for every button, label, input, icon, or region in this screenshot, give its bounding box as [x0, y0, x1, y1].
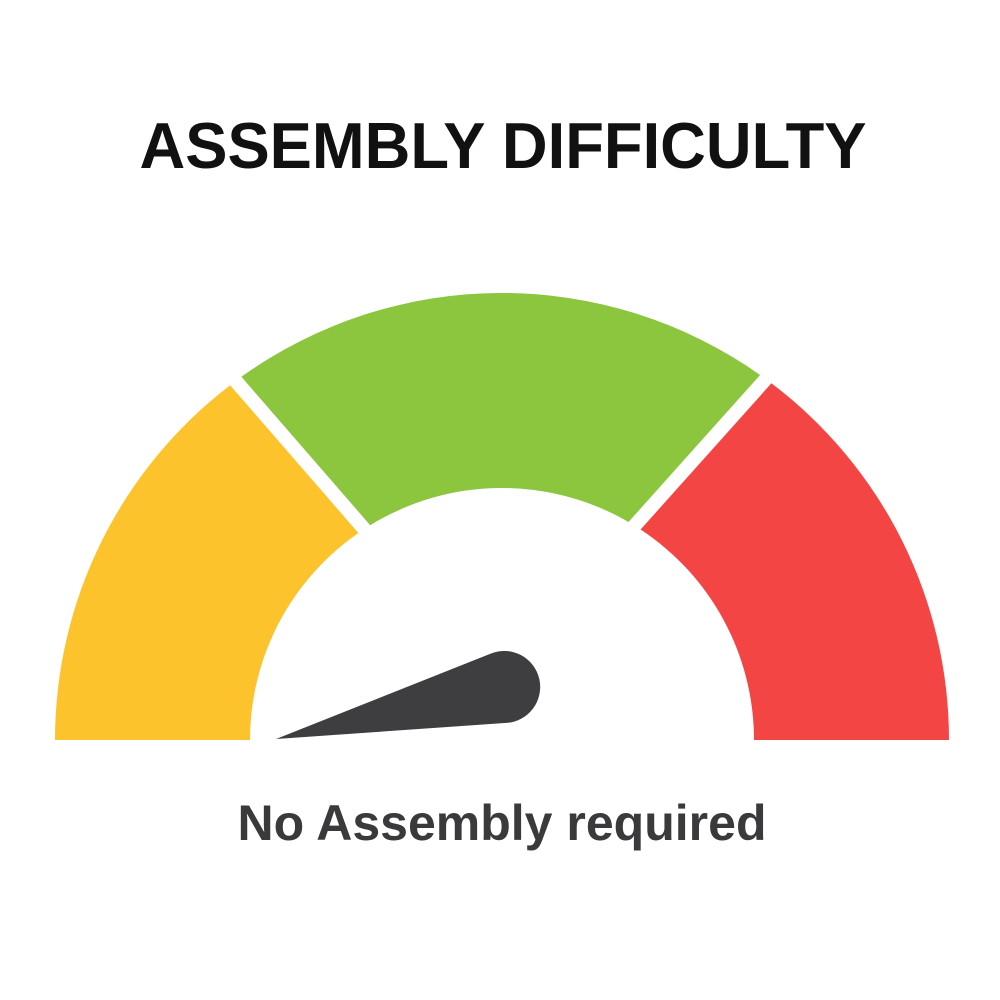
gauge-segment-high: [640, 383, 949, 740]
gauge-needle: [276, 650, 541, 739]
gauge-segment-medium: [241, 292, 761, 526]
gauge-segment-low: [55, 385, 359, 740]
gauge-value-label: No Assembly required: [238, 794, 767, 851]
gauge-title: ASSEMBLY DIFFICULTY: [140, 110, 867, 182]
